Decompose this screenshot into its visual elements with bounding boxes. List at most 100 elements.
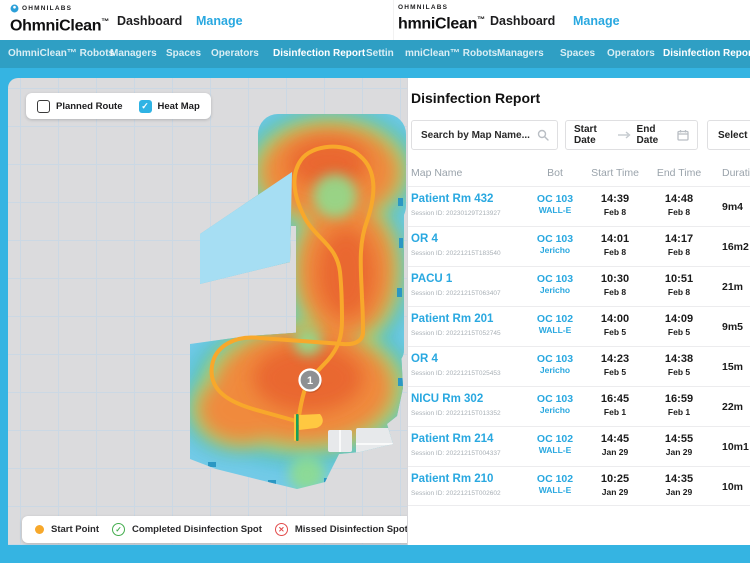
duration: 9m4 xyxy=(722,201,744,213)
map-canvas[interactable]: 1 Planned Route Heat Map Start Point ✓ C… xyxy=(8,78,600,545)
duration: 15m xyxy=(722,361,744,373)
heat-map: 1 xyxy=(190,114,406,489)
menu-manage[interactable]: Manage xyxy=(573,14,620,28)
marker-label: 1 xyxy=(307,375,313,387)
table-row[interactable]: PACU 1 Session ID: 20221215T063407 OC 10… xyxy=(408,266,750,306)
tab-operators[interactable]: Operators xyxy=(211,48,259,59)
map-name-link[interactable]: Patient Rm 214 xyxy=(411,433,494,445)
planned-route-checkbox[interactable] xyxy=(37,99,50,113)
trademark: ™ xyxy=(477,15,485,24)
duration: 10m xyxy=(722,481,744,493)
select-bot-label[interactable]: Select Bot xyxy=(718,129,750,141)
table-row[interactable]: OR 4 Session ID: 20221215T183540 OC 103 J… xyxy=(408,226,750,266)
end-date: Feb 8 xyxy=(667,247,691,257)
end-date: Jan 29 xyxy=(665,447,693,457)
table-row[interactable]: Patient Rm 201 Session ID: 20221215T0527… xyxy=(408,306,750,346)
ohmnilabs-logo-icon xyxy=(10,4,19,13)
select-bot-dropdown[interactable]: Select Bot xyxy=(707,120,750,150)
legend-label: Start Point xyxy=(51,524,100,535)
bot-cell: OC 102 WALL-E xyxy=(536,473,574,495)
session-id: Session ID: 20221215T004337 xyxy=(411,450,501,457)
right-brand-logo: OHMNILABS hmniClean™ xyxy=(398,4,485,32)
end-time: 14:09 xyxy=(664,313,694,325)
layer-toggle-panel: Planned Route Heat Map xyxy=(26,93,211,119)
session-id: Session ID: 20221215T183540 xyxy=(411,250,501,257)
map-name-link[interactable]: OR 4 xyxy=(411,353,438,365)
map-name-link[interactable]: PACU 1 xyxy=(411,273,453,285)
end-date: Jan 29 xyxy=(665,487,693,497)
toggle-planned-route[interactable]: Planned Route xyxy=(37,99,123,113)
tab-operators[interactable]: Operators xyxy=(607,48,655,59)
tab-disinfection-report[interactable]: Disinfection Report xyxy=(273,48,366,59)
col-duration: Duration xyxy=(722,167,750,179)
map-name-link[interactable]: OR 4 xyxy=(411,233,438,245)
duration: 9m5 xyxy=(722,321,744,333)
search-icon[interactable] xyxy=(537,129,549,141)
product-name: hmniClean™ xyxy=(398,15,485,33)
tab-managers[interactable]: Managers xyxy=(110,48,157,59)
bottom-accent-bar xyxy=(0,545,750,563)
bot-cell: OC 102 WALL-E xyxy=(536,433,574,455)
bot-cell: OC 102 WALL-E xyxy=(536,313,574,335)
table-row[interactable]: OR 4 Session ID: 20221215T025453 OC 103 J… xyxy=(408,346,750,386)
bot-cell: OC 103 Jericho xyxy=(536,393,574,415)
start-time: 14:39 xyxy=(600,193,630,205)
tab-managers[interactable]: Managers xyxy=(497,48,544,59)
table-row[interactable]: Patient Rm 214 Session ID: 20221215T0043… xyxy=(408,426,750,466)
completed-spot-icon: ✓ xyxy=(112,523,126,536)
tab-spaces[interactable]: Spaces xyxy=(560,48,596,59)
duration: 21m xyxy=(722,281,744,293)
end-date: Feb 8 xyxy=(667,207,691,217)
map-name-link[interactable]: Patient Rm 210 xyxy=(411,473,494,485)
map-name-link[interactable]: Patient Rm 432 xyxy=(411,193,494,205)
start-time: 14:23 xyxy=(600,353,630,365)
end-time: 14:35 xyxy=(664,473,694,485)
legend-completed-spot: ✓ Completed Disinfection Spot xyxy=(112,523,262,536)
end-date-label[interactable]: End Date xyxy=(636,124,659,146)
calendar-icon[interactable] xyxy=(677,129,689,141)
date-range-filter[interactable]: Start Date End Date xyxy=(565,120,698,150)
bot-cell: OC 103 Jericho xyxy=(536,353,574,375)
start-date: Feb 1 xyxy=(603,407,627,417)
menu-manage[interactable]: Manage xyxy=(196,14,243,28)
tab-ohmniclean-robots[interactable]: mniClean™ Robots xyxy=(405,48,498,59)
tab-settings[interactable]: Settings xyxy=(366,48,406,59)
legend-start-point: Start Point xyxy=(35,524,99,535)
col-start-time: Start Time xyxy=(591,167,639,179)
tab-ohmniclean-robots[interactable]: OhmniClean™ Robots xyxy=(8,48,115,59)
start-date: Feb 5 xyxy=(603,327,627,337)
end-point-flag xyxy=(294,414,323,441)
menu-dashboard[interactable]: Dashboard xyxy=(117,14,183,28)
search-input[interactable] xyxy=(412,129,537,141)
product-name: OhmniClean™ xyxy=(10,17,109,35)
table-row[interactable]: NICU Rm 302 Session ID: 20221215T013352 … xyxy=(408,386,750,426)
start-date: Feb 5 xyxy=(603,367,627,377)
tab-disinfection-report[interactable]: Disinfection Report xyxy=(663,48,750,59)
session-id: Session ID: 20221215T063407 xyxy=(411,290,501,297)
session-id: Session ID: 20221215T002602 xyxy=(411,490,501,497)
map-name-search[interactable] xyxy=(411,120,558,150)
duration: 16m2 xyxy=(722,241,749,253)
toggle-heat-map[interactable]: Heat Map xyxy=(138,99,200,113)
session-id: Session ID: 20221215T052745 xyxy=(411,330,501,337)
start-date: Feb 8 xyxy=(603,207,627,217)
table-row[interactable]: Patient Rm 432 Session ID: 20230129T2139… xyxy=(408,186,750,226)
tab-spaces[interactable]: Spaces xyxy=(166,48,202,59)
right-app-window: OHMNILABS hmniClean™ Dashboard Manage mn… xyxy=(394,0,750,545)
map-name-link[interactable]: Patient Rm 201 xyxy=(411,313,494,325)
heat-map-label: Heat Map xyxy=(157,100,200,112)
robot-route-path xyxy=(209,144,376,425)
session-id: Session ID: 20221215T025453 xyxy=(411,370,501,377)
duration: 10m1 xyxy=(722,441,749,453)
start-point-icon xyxy=(35,525,44,534)
table-row[interactable]: Patient Rm 210 Session ID: 20221215T0026… xyxy=(408,466,750,506)
heat-map-checkbox[interactable] xyxy=(138,99,152,113)
map-name-link[interactable]: NICU Rm 302 xyxy=(411,393,484,405)
menu-dashboard[interactable]: Dashboard xyxy=(490,14,556,28)
map-marker-1[interactable]: 1 xyxy=(298,368,323,394)
start-date: Feb 8 xyxy=(603,247,627,257)
end-time: 10:51 xyxy=(664,273,694,285)
start-date-label[interactable]: Start Date xyxy=(574,124,597,146)
col-end-time: End Time xyxy=(656,167,702,179)
right-nav-bar: mniClean™ Robots Managers Spaces Operato… xyxy=(394,40,750,68)
